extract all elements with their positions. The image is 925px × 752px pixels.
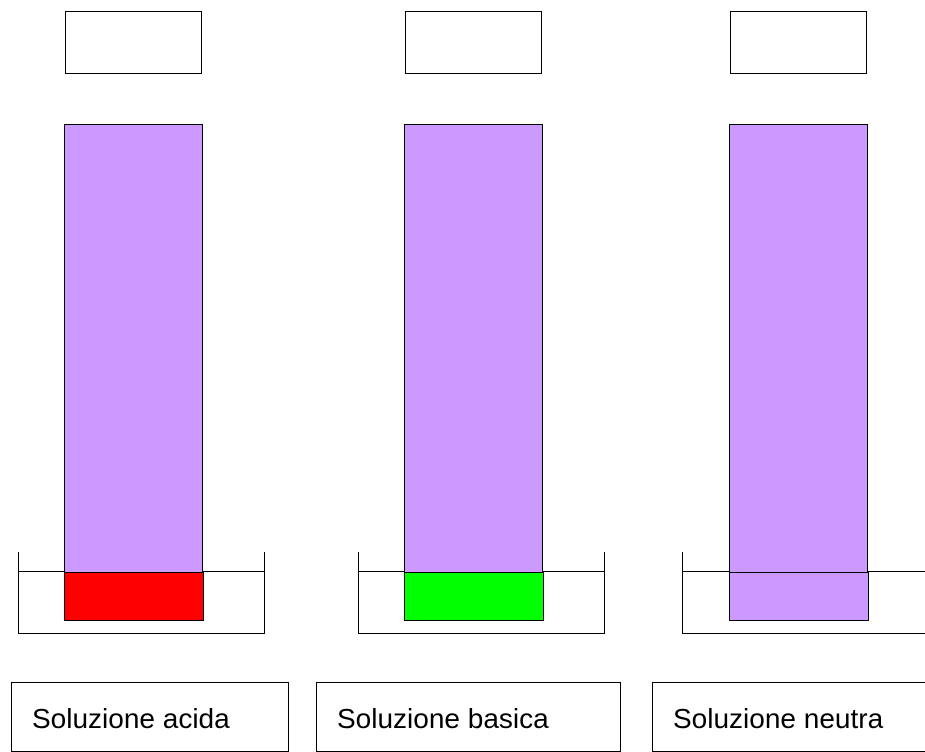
strip-label-box-neutral <box>730 11 867 74</box>
label-neutral: Soluzione neutra <box>673 703 883 735</box>
litmus-strip-tip-basic <box>404 572 544 621</box>
label-box-basic: Soluzione basica <box>316 682 621 752</box>
litmus-strip-tip-neutral <box>729 572 869 621</box>
label-box-neutral: Soluzione neutra <box>652 682 925 752</box>
litmus-strip-tip-acid <box>64 572 204 621</box>
litmus-strip-neutral <box>729 124 868 620</box>
strip-label-box-basic <box>405 11 542 74</box>
litmus-strip-acid <box>64 124 203 620</box>
label-acid: Soluzione acida <box>32 703 230 735</box>
label-basic: Soluzione basica <box>337 703 549 735</box>
litmus-strip-basic <box>404 124 543 620</box>
strip-label-box-acid <box>65 11 202 74</box>
label-box-acid: Soluzione acida <box>11 682 289 752</box>
